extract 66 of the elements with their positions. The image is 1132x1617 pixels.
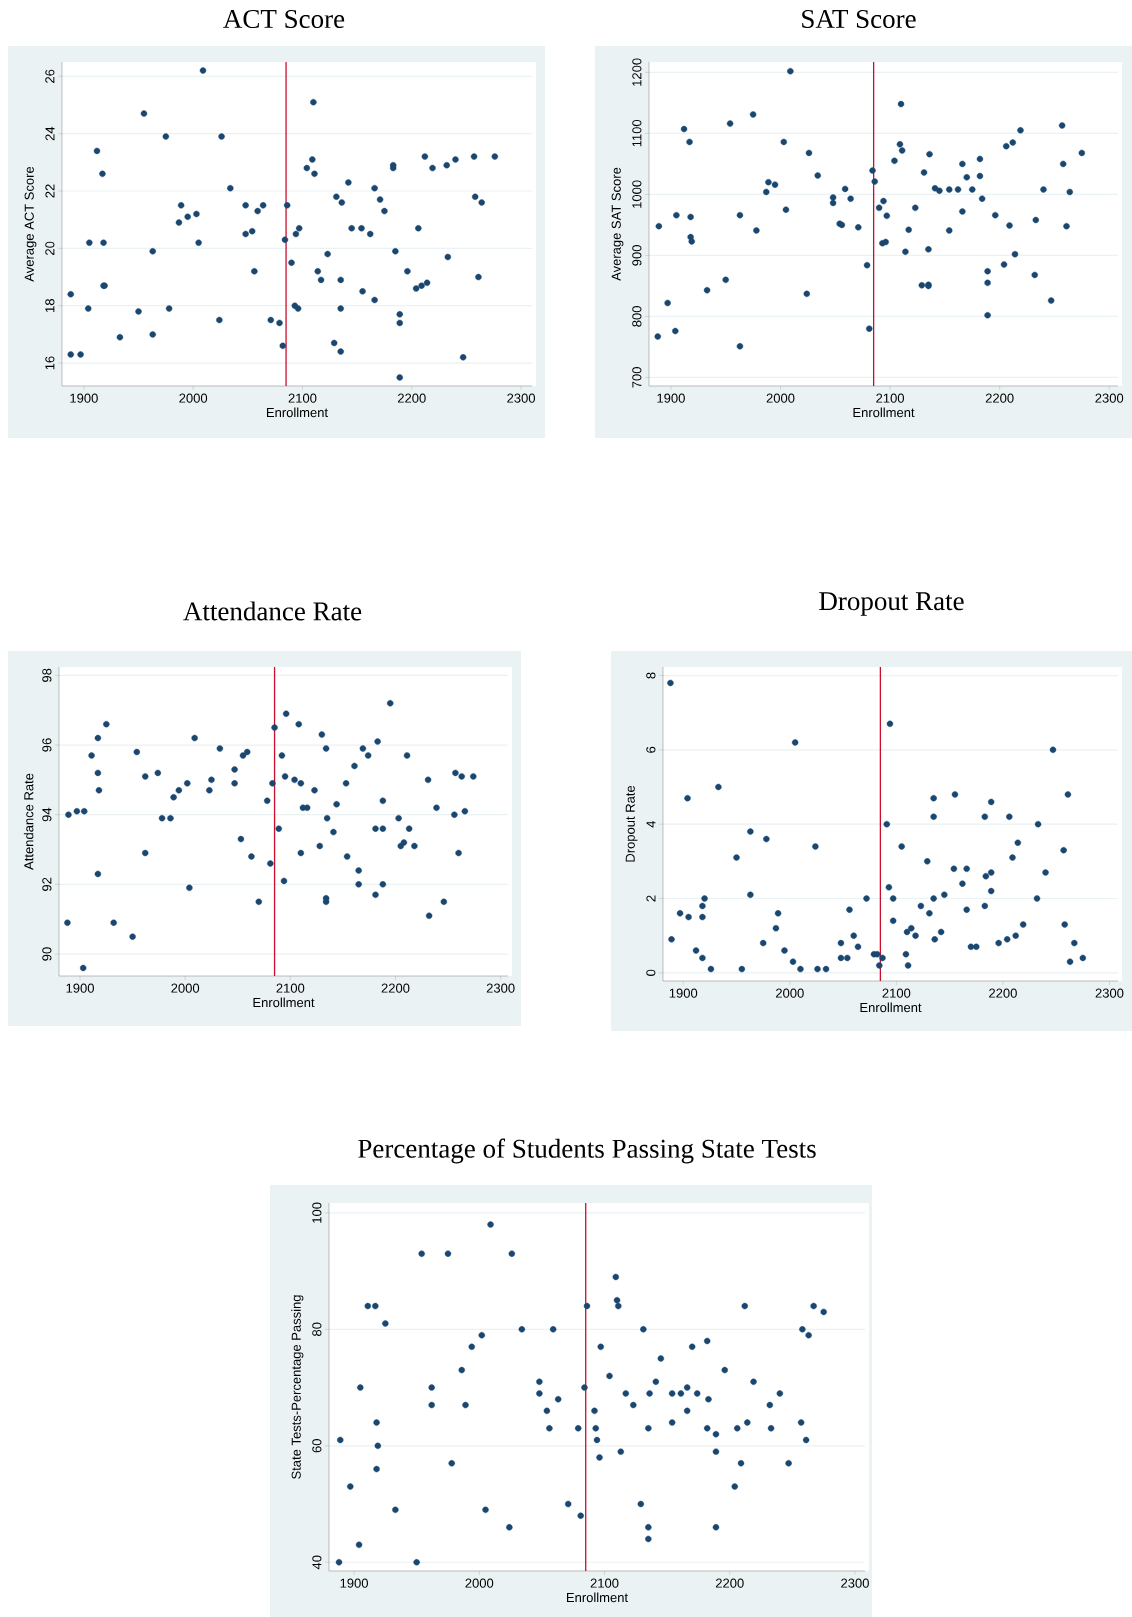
- x-tick-label: 2200: [715, 1578, 744, 1588]
- x-tick-label: 2100: [288, 393, 317, 403]
- y-axis-title: Average ACT Score: [24, 166, 37, 282]
- x-axis-title: Enrollment: [267, 407, 328, 418]
- x-tick-label: 2000: [766, 393, 795, 403]
- y-tick-label: 92: [42, 877, 52, 891]
- x-tick-label: 2100: [876, 393, 905, 403]
- y-tick-label: 22: [45, 184, 55, 198]
- y-tick-label: 1000: [632, 180, 642, 208]
- y-tick-label: 98: [42, 668, 52, 682]
- x-tick-label: 2000: [171, 983, 200, 993]
- y-axis-title: Dropout Rate: [625, 785, 638, 862]
- y-axis-title: Average SAT Score: [611, 167, 624, 281]
- chart-title: Attendance Rate: [183, 601, 362, 621]
- x-tick-label: 2000: [179, 393, 208, 403]
- x-axis-title: Enrollment: [853, 407, 915, 418]
- x-tick-label: 1900: [66, 983, 94, 993]
- x-tick-label: 2000: [465, 1578, 494, 1588]
- y-tick-label: 100: [312, 1202, 322, 1223]
- y-tick-label: 20: [45, 241, 55, 255]
- x-axis-title: Enrollment: [253, 997, 315, 1008]
- x-tick-label: 1900: [657, 393, 685, 403]
- x-tick-label: 1900: [669, 988, 698, 998]
- y-tick-label: 24: [45, 126, 55, 141]
- x-tick-label: 2100: [276, 983, 305, 993]
- x-tick-label: 2300: [1095, 988, 1124, 998]
- y-axis-title: State Tests-Percentage Passing: [291, 1295, 304, 1479]
- x-tick-label: 1900: [70, 393, 98, 403]
- x-tick-label: 2200: [985, 393, 1014, 403]
- y-tick-label: 4: [646, 820, 656, 828]
- y-tick-label: 40: [312, 1555, 322, 1570]
- y-tick-label: 700: [632, 367, 642, 388]
- x-tick-label: 2200: [989, 988, 1017, 998]
- chart-title: Dropout Rate: [819, 592, 964, 616]
- x-tick-label: 2300: [486, 983, 515, 993]
- chart-title: ACT Score: [223, 9, 345, 29]
- x-tick-label: 2300: [1095, 393, 1124, 403]
- y-tick-label: 90: [42, 947, 52, 961]
- y-tick-label: 800: [632, 306, 642, 327]
- chart-title: SAT Score: [802, 9, 916, 29]
- x-tick-label: 2100: [882, 988, 911, 998]
- y-tick-label: 900: [632, 245, 642, 266]
- x-tick-label: 2200: [381, 983, 410, 993]
- y-tick-label: 60: [312, 1439, 322, 1453]
- y-tick-label: 0: [646, 969, 656, 976]
- x-tick-label: 2200: [397, 393, 426, 403]
- y-tick-label: 16: [45, 356, 55, 370]
- y-tick-label: 80: [312, 1322, 322, 1337]
- y-tick-label: 94: [42, 807, 52, 822]
- y-tick-label: 1200: [632, 58, 642, 86]
- chart-title: Percentage of Students Passing State Tests: [358, 1138, 816, 1164]
- x-tick-label: 2300: [841, 1578, 869, 1588]
- x-tick-label: 1900: [340, 1578, 368, 1588]
- y-tick-label: 26: [45, 69, 55, 83]
- y-tick-label: 6: [646, 746, 656, 753]
- y-tick-label: 2: [646, 895, 656, 902]
- x-tick-label: 2300: [507, 393, 536, 403]
- x-axis-title: Enrollment: [860, 1002, 922, 1013]
- y-tick-label: 18: [45, 299, 55, 312]
- x-tick-label: 2100: [590, 1578, 619, 1588]
- y-tick-label: 96: [42, 738, 52, 752]
- x-tick-label: 2000: [776, 988, 804, 998]
- y-axis-title: Attendance Rate: [23, 773, 34, 870]
- y-tick-label: 8: [646, 672, 656, 679]
- y-tick-label: 1100: [632, 119, 642, 147]
- x-axis-title: Enrollment: [567, 1592, 628, 1603]
